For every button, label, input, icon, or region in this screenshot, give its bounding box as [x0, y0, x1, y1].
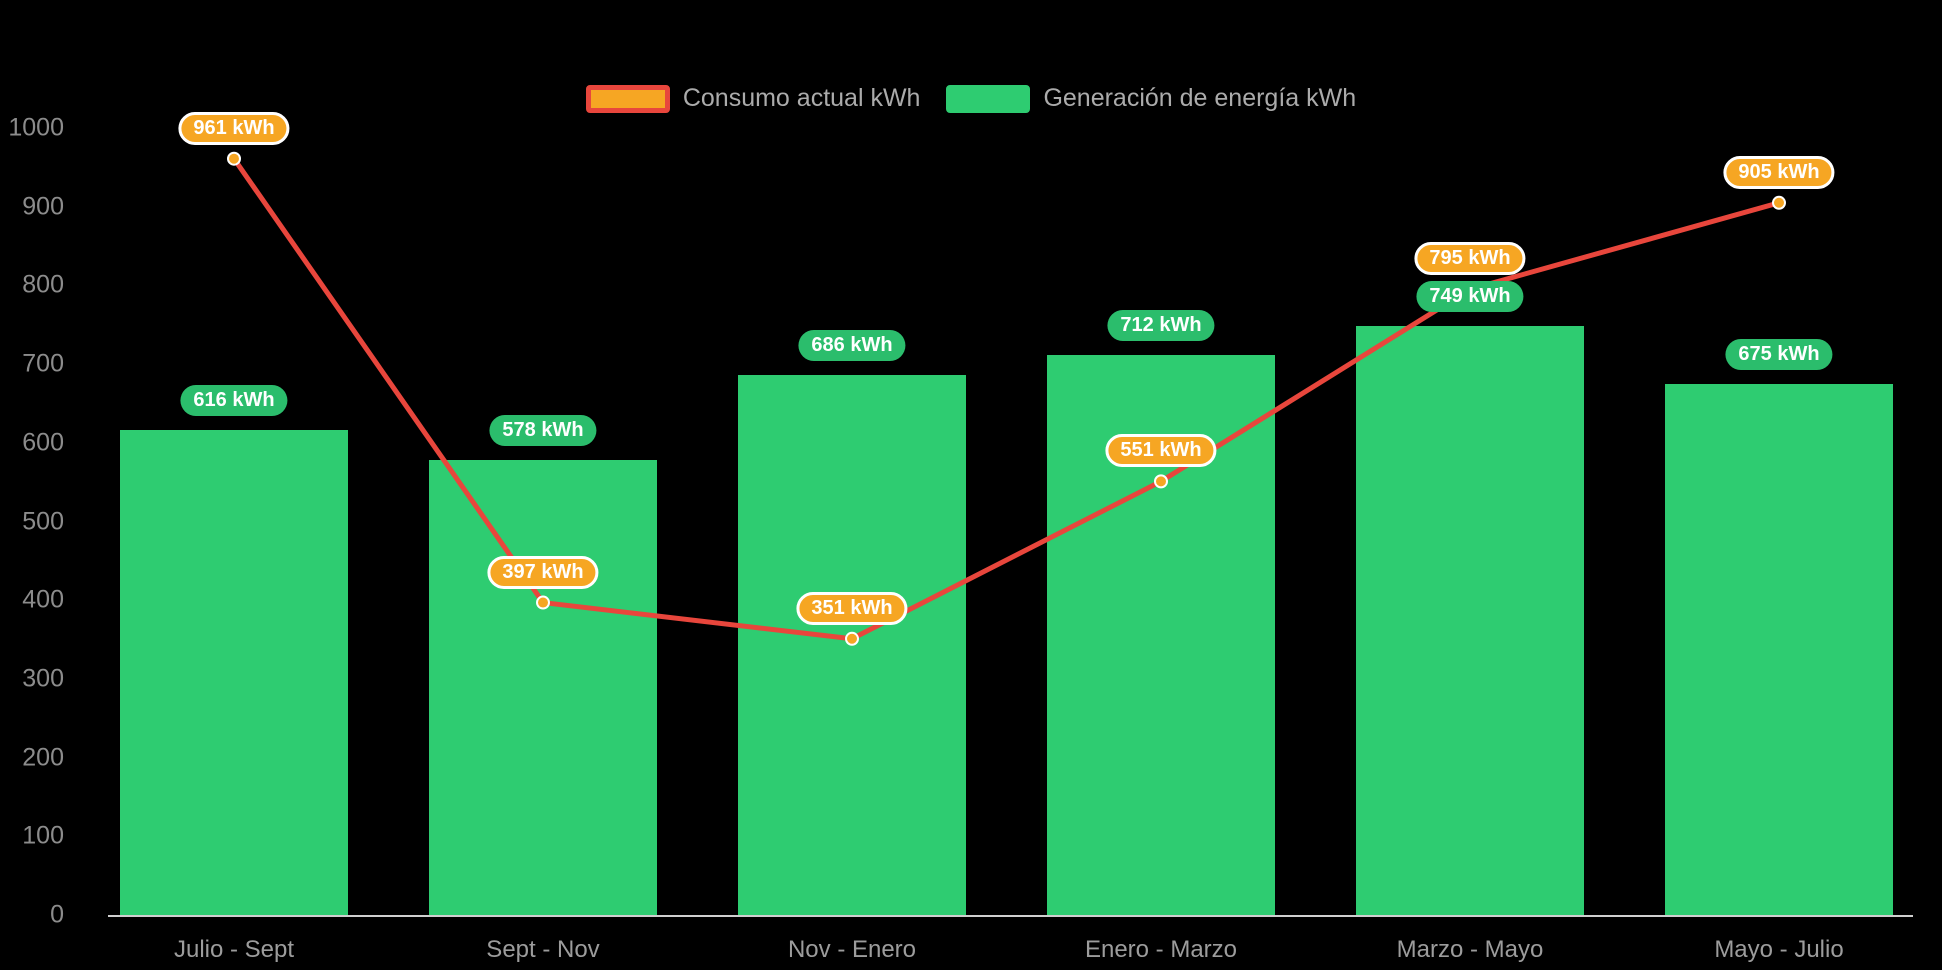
consumption-point[interactable]: [845, 631, 859, 646]
y-axis-tick-label: 1000: [8, 113, 64, 142]
generation-value-label: 616 kWh: [180, 385, 288, 417]
generation-value-label: 686 kWh: [798, 330, 906, 362]
legend-label-consumo: Consumo actual kWh: [682, 84, 921, 112]
y-axis-tick-label: 300: [22, 664, 64, 693]
consumption-point[interactable]: [1154, 474, 1168, 489]
consumption-value-label: 397 kWh: [487, 555, 599, 589]
y-axis-tick-label: 900: [22, 192, 64, 221]
y-axis-tick-label: 0: [50, 900, 64, 929]
legend-item-consumo[interactable]: Consumo actual kWh: [585, 84, 921, 113]
x-axis-category-label: Marzo - Mayo: [1396, 936, 1544, 963]
consumption-point[interactable]: [536, 595, 550, 610]
legend-swatch-consumo-icon: [585, 84, 670, 113]
x-axis-category-label: Julio - Sept: [173, 936, 295, 963]
consumption-point[interactable]: [1772, 195, 1786, 210]
generation-bar[interactable]: [1665, 383, 1893, 915]
y-axis-tick-label: 500: [22, 507, 64, 535]
legend-label-generacion: Generación de energía kWh: [1043, 84, 1357, 112]
x-axis-category-label: Nov - Enero: [787, 936, 917, 963]
y-axis-tick-label: 800: [22, 270, 64, 299]
consumption-value-label: 795 kWh: [1414, 242, 1526, 276]
generation-value-label: 578 kWh: [489, 415, 597, 447]
x-axis-category-label: Mayo - Julio: [1714, 936, 1844, 963]
y-axis-tick-label: 700: [22, 349, 64, 378]
x-axis-category-label: Sept - Nov: [486, 936, 600, 963]
generation-value-label: 749 kWh: [1416, 280, 1524, 312]
x-axis-line: [108, 915, 1913, 917]
x-axis-category-label: Enero - Marzo: [1084, 936, 1238, 963]
generation-bar[interactable]: [429, 460, 657, 915]
generation-bar[interactable]: [1356, 325, 1584, 915]
generation-value-label: 712 kWh: [1107, 309, 1215, 341]
consumption-value-label: 551 kWh: [1105, 434, 1217, 468]
legend-item-generacion[interactable]: Generación de energía kWh: [946, 84, 1356, 113]
consumption-value-label: 905 kWh: [1723, 155, 1835, 189]
y-axis-tick-label: 100: [22, 821, 64, 850]
generation-bar[interactable]: [120, 430, 348, 915]
legend-swatch-generacion-icon: [946, 84, 1031, 113]
y-axis-tick-label: 600: [22, 428, 64, 457]
y-axis-tick-label: 200: [22, 743, 64, 772]
consumption-value-label: 351 kWh: [796, 591, 908, 625]
consumption-value-label: 961 kWh: [178, 111, 290, 145]
consumption-point[interactable]: [227, 151, 241, 166]
chart-legend: Consumo actual kWh Generación de energía…: [0, 84, 1942, 113]
generation-value-label: 675 kWh: [1725, 338, 1833, 370]
y-axis-tick-label: 400: [22, 585, 64, 614]
